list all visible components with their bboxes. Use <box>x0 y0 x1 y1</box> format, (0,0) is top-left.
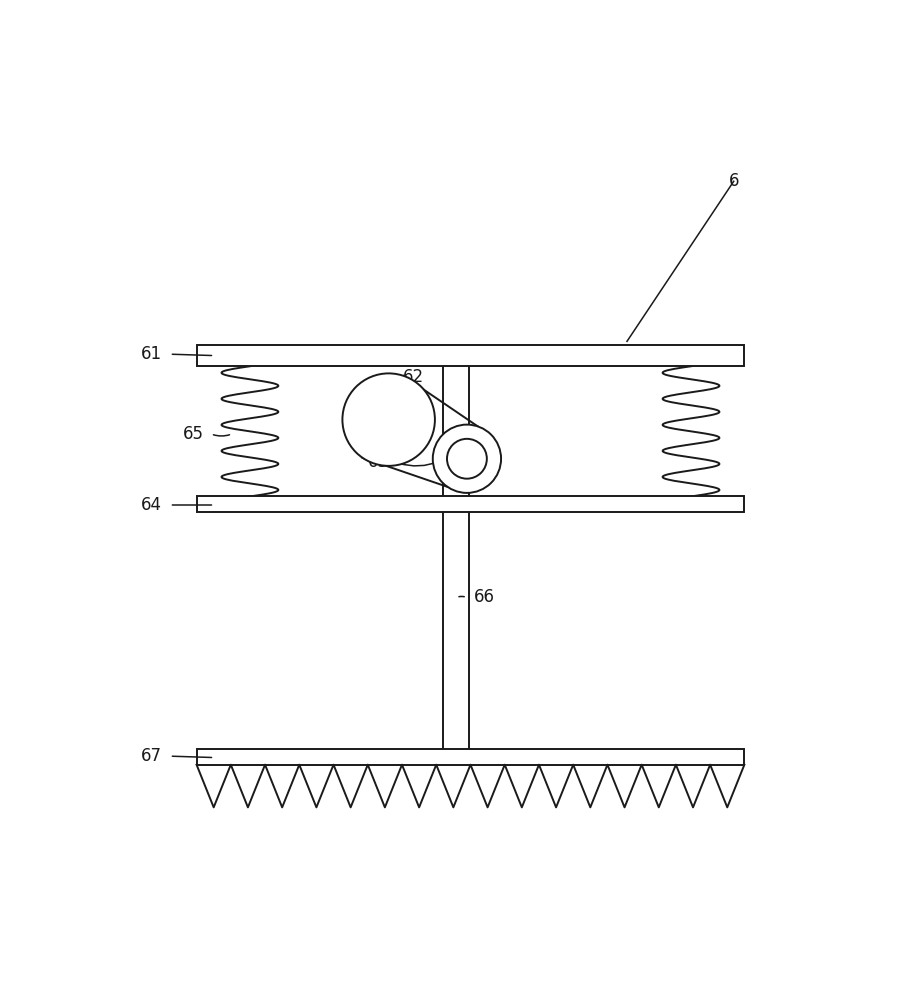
Bar <box>196 749 744 765</box>
Bar <box>196 496 744 512</box>
Text: 67: 67 <box>141 747 162 765</box>
Bar <box>196 345 744 366</box>
Text: 61: 61 <box>141 345 162 363</box>
Text: 65: 65 <box>183 425 204 443</box>
Text: 6: 6 <box>729 172 739 190</box>
Circle shape <box>447 439 487 479</box>
Text: 63: 63 <box>367 453 388 471</box>
Text: 62: 62 <box>403 368 424 386</box>
Circle shape <box>432 425 501 493</box>
Circle shape <box>342 373 435 466</box>
Text: 64: 64 <box>141 496 162 514</box>
Text: 66: 66 <box>475 588 495 606</box>
